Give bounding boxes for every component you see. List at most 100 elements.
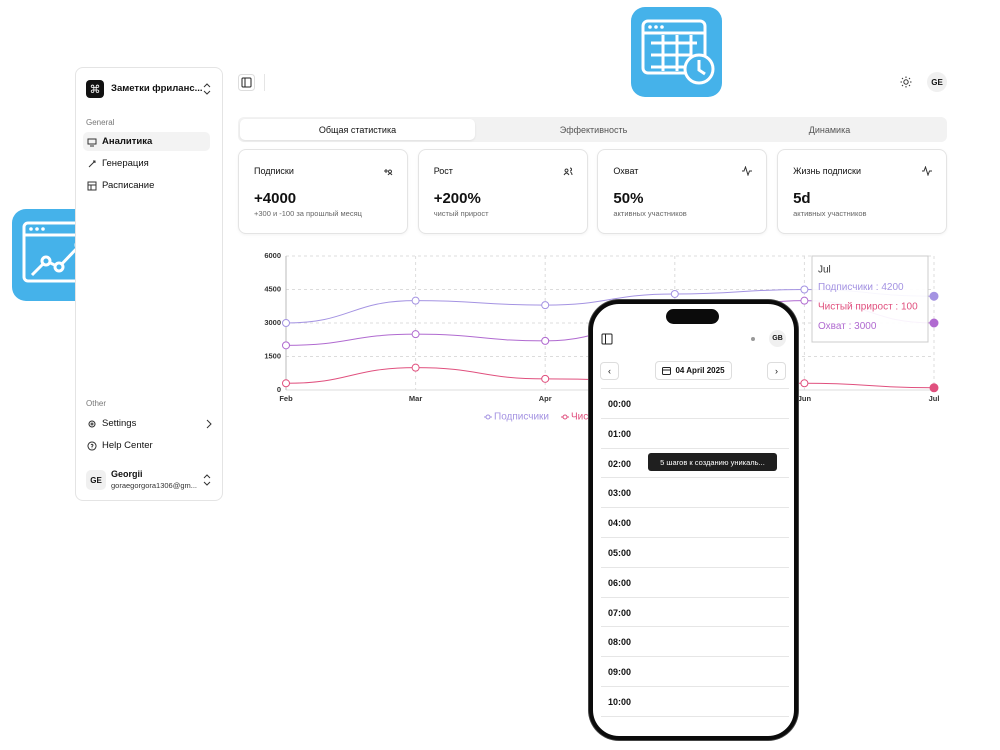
tooltip-part: Чистый прирост [818,301,893,312]
slot-divider [601,477,789,479]
date-label: 04 April 2025 [675,366,725,375]
slot-divider [601,626,789,628]
stat-card: Подписки +4000 +300 и -100 за прошлый меся… [238,149,408,234]
slot-divider [601,388,789,389]
nav-item[interactable]: Расписание [83,176,210,195]
slot-divider [601,417,789,419]
next-day-button[interactable]: › [767,362,786,380]
tab[interactable]: Общая статистика [240,119,475,140]
card-value: +200% [433,190,481,207]
line-chart: 0 1500 3000 4500 6000 Feb Mar Apr Jun Jul Jul Подпи… [264,251,939,423]
legend-marker [485,414,491,420]
user-avatar: GE [86,470,106,490]
card-title: Подписки [254,166,294,176]
icon-path [87,441,97,450]
phone-theme-toggle[interactable] [748,334,758,344]
data-point [929,383,939,393]
icon-path [88,420,96,427]
data-point [282,379,290,388]
icon [88,420,96,427]
x-tick-label: Feb [279,394,293,403]
icon [922,166,933,176]
slot-divider [601,656,789,658]
tooltip-row: Подписчики : 4200 [818,282,904,293]
theme-toggle[interactable] [900,76,912,88]
slot-time: 02:00 [608,458,632,469]
event-pill[interactable]: 5 шагов к созданию уникаль... [648,453,777,471]
card-subtitle: активных участников [793,209,867,218]
slot-divider [601,686,789,687]
data-point [541,301,550,310]
tab[interactable]: Эффективность [559,124,628,135]
tooltip-part: 3000 [854,321,877,332]
phone-avatar[interactable]: GB [769,330,786,347]
slot-time: 04:00 [608,518,632,529]
tab-bar: Общая статистика Эффективность Динамика [238,117,947,142]
sidebar: ⌘ Заметки фриланс... General Other GE Ge… [75,67,223,501]
calendar-icon [662,367,672,375]
nav-item-label: Генерация [102,158,149,169]
slot-time: 00:00 [608,399,632,409]
slot-divider [601,596,789,598]
nav-item[interactable]: Settings [83,414,210,433]
data-point [929,318,939,328]
card-subtitle: чистый прирост [433,209,489,218]
y-tick-label: 3000 [264,318,281,327]
y-tick-label: 1500 [264,351,281,360]
icon [87,138,97,146]
user-email: goraegorgora1306@gm... [111,481,198,490]
stat-card: Рост +200% чистый прирост [417,149,588,234]
tooltip-part: : [873,282,881,293]
phone-notch [666,309,719,324]
icon [742,166,753,176]
slot-divider [601,447,789,449]
legend-marker [562,414,568,420]
slot-time: 07:00 [608,607,632,618]
nav-item[interactable]: Help Center [83,436,210,455]
workspace-name[interactable]: Заметки фриланс... [111,83,203,94]
section-label: General [86,118,115,127]
calendar-app-icon [631,7,722,97]
data-point [411,330,420,339]
date-picker[interactable]: 04 April 2025 [655,361,732,380]
icon-path [384,169,393,176]
sidebar-toggle[interactable] [238,74,255,91]
icon [563,167,573,176]
slot-time: 10:00 [608,697,632,707]
icon-path [922,166,933,176]
data-point [282,319,290,327]
card-value: 50% [613,190,644,207]
section-label: Other [86,399,107,408]
x-tick-label: Apr [539,394,552,403]
header-avatar[interactable]: GE [927,72,947,92]
tooltip-part: Охват [818,321,846,332]
slot-time: 08:00 [608,637,632,648]
nav-item[interactable]: Генерация [83,154,210,173]
slot-divider [601,537,789,538]
data-point [541,336,550,345]
user-chevron[interactable] [203,474,211,486]
tooltip-part: Подписчики [818,282,873,293]
toolbar-divider [264,74,265,91]
nav-item[interactable]: Аналитика [83,132,210,151]
calendar-glyph [641,19,715,85]
workspace-chevron[interactable] [203,83,211,95]
y-tick-label: 0 [277,385,281,394]
card-title: Жизнь подписки [793,166,862,176]
nav-item-label: Help Center [102,440,153,451]
data-point [411,363,420,372]
tooltip-title: Jul [818,265,831,276]
tooltip-part: 100 [901,301,918,312]
prev-day-button[interactable]: ‹ [600,362,619,380]
stat-card: Жизнь подписки 5d активных участников [777,149,948,234]
nav-item-label: Settings [102,418,137,429]
x-tick-label: Jun [798,394,812,403]
card-title: Рост [433,166,453,176]
card-subtitle: +300 и -100 за прошлый месяц [254,209,362,218]
tooltip-row: Чистый прирост : 100 [818,301,918,312]
icon [384,169,393,176]
phone-sidebar-toggle[interactable] [601,333,613,345]
card-title: Охват [613,166,639,176]
data-point [411,296,420,305]
tab[interactable]: Динамика [808,124,851,135]
